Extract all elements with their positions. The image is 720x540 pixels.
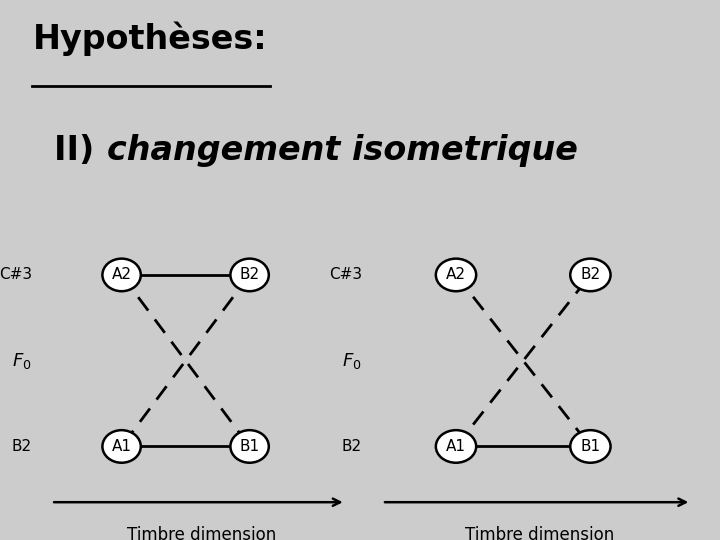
Text: II): II) (54, 134, 106, 167)
Text: Timbre dimension: Timbre dimension (465, 526, 615, 540)
Ellipse shape (102, 259, 141, 291)
Text: A2: A2 (112, 267, 132, 282)
Ellipse shape (230, 259, 269, 291)
Text: Hypothèses:: Hypothèses: (32, 22, 267, 56)
Ellipse shape (436, 259, 476, 291)
Text: changement isometrique: changement isometrique (107, 134, 577, 167)
Text: C#3: C#3 (0, 267, 32, 282)
Text: C#3: C#3 (329, 267, 362, 282)
Text: $\boldsymbol{F_0}$: $\boldsymbol{F_0}$ (343, 350, 362, 370)
Ellipse shape (570, 430, 611, 463)
Ellipse shape (570, 259, 611, 291)
Text: B2: B2 (12, 439, 32, 454)
Text: B2: B2 (580, 267, 600, 282)
Text: B1: B1 (240, 439, 260, 454)
Text: B2: B2 (240, 267, 260, 282)
Ellipse shape (230, 430, 269, 463)
Ellipse shape (102, 430, 141, 463)
Text: A1: A1 (112, 439, 132, 454)
Text: Timbre dimension: Timbre dimension (127, 526, 276, 540)
Text: A1: A1 (446, 439, 466, 454)
Text: $\boldsymbol{F_0}$: $\boldsymbol{F_0}$ (12, 350, 32, 370)
Text: A2: A2 (446, 267, 466, 282)
Ellipse shape (436, 430, 476, 463)
Text: B1: B1 (580, 439, 600, 454)
Text: B2: B2 (342, 439, 362, 454)
